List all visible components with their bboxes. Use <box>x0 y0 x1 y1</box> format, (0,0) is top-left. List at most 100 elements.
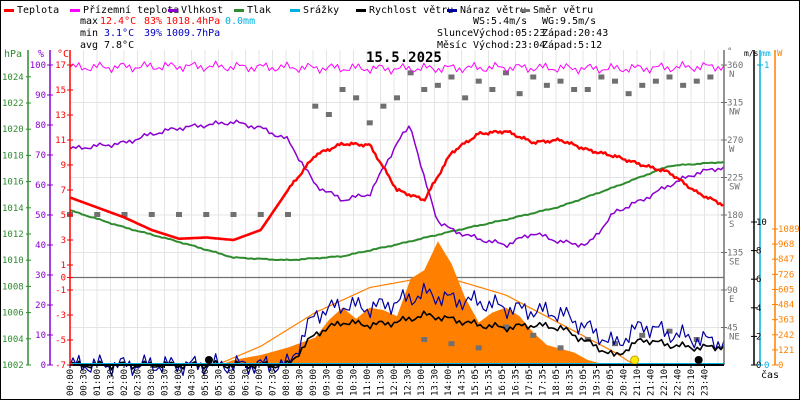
x-tick-label: 15:35 <box>485 369 495 396</box>
ground-temperature-line <box>69 60 725 75</box>
stat-moon-rise: Východ:23:04 <box>473 39 545 51</box>
x-tick-label: 07:00 <box>255 369 265 396</box>
direction-compass-label: NW <box>729 108 740 118</box>
x-tick-label: 02:00 <box>120 369 130 396</box>
wind-direction-mark <box>203 212 210 217</box>
x-tick-label: 14:35 <box>458 369 468 396</box>
stat-sun-rise: Východ:05:23 <box>473 27 545 39</box>
stat-max-label: max <box>80 16 98 27</box>
x-tick-label: 06:30 <box>242 369 252 396</box>
stat-min-temp: 3.1°C <box>104 28 134 39</box>
x-tick-label: 11:00 <box>363 369 373 396</box>
pressure-tick-label: 1020 <box>2 125 24 135</box>
wind-direction-mark <box>285 212 291 217</box>
x-tick-label: 10:30 <box>350 369 360 396</box>
humidity-tick-label: 70 <box>35 151 46 161</box>
legend-swatch <box>447 9 457 12</box>
temperature-tick-label: -1 <box>55 286 66 296</box>
x-tick-label: 00:30 <box>80 369 90 396</box>
direction-compass-label: SE <box>729 258 740 268</box>
rain-tick-label: 0 <box>764 361 769 371</box>
x-tick-label: 08:30 <box>296 369 306 396</box>
pressure-tick-label: 1012 <box>2 230 24 240</box>
stat-sun-label: Slunce <box>437 28 473 39</box>
legend-swatch <box>70 9 80 12</box>
pressure-tick-label: 1018 <box>2 151 24 161</box>
stat-sun-set: Západ:20:43 <box>542 27 608 39</box>
x-axis-label: čas <box>761 369 779 381</box>
temperature-tick-label: 5 <box>61 211 66 221</box>
x-tick-label: 15:05 <box>471 369 481 396</box>
axes: hPa% °C ° m/s mm W102410221020101810161014101… <box>2 47 800 371</box>
rain-unit: mm <box>761 49 771 58</box>
wind-direction-mark <box>148 212 155 217</box>
x-tick-label: 13:30 <box>431 369 441 396</box>
stat-avg-temp: 7.8°C <box>104 40 134 51</box>
x-tick-label: 12:00 <box>390 369 400 396</box>
legend-label: Náraz větru <box>460 4 526 16</box>
temperature-tick-label: 0 <box>61 274 66 284</box>
x-tick-label: 03:00 <box>147 369 157 396</box>
legend-swatch <box>234 9 244 12</box>
legend-label: Teplota <box>17 5 59 16</box>
humidity-tick-label: 10 <box>35 331 46 341</box>
x-tick-label: 20:05 <box>606 369 616 396</box>
direction-tick-label: 270 <box>727 136 743 146</box>
wind-direction-mark <box>448 341 455 347</box>
wind-direction-mark <box>434 82 441 88</box>
x-tick-label: 20:40 <box>620 369 630 396</box>
direction-compass-label: NE <box>729 333 740 343</box>
humidity-tick-label: 100 <box>30 61 46 71</box>
direction-tick-label: 180 <box>727 211 743 221</box>
wind-direction-mark <box>380 103 387 109</box>
wind-direction-mark <box>503 324 509 330</box>
x-tick-label: 01:00 <box>93 369 103 396</box>
wind-tick-label: 2 <box>756 332 761 342</box>
solar-tick-label: 968 <box>778 240 794 250</box>
direction-tick-label: 225 <box>727 174 743 184</box>
legend-label: Rychlost větru <box>369 4 453 16</box>
wind-direction-mark <box>516 91 523 97</box>
pressure-tick-label: 1008 <box>2 282 24 292</box>
temperature-unit: °C <box>57 49 69 60</box>
humidity-tick-label: 20 <box>35 301 46 311</box>
wind-direction-mark <box>94 212 101 217</box>
temperature-tick-label: 1 <box>61 261 66 271</box>
x-tick-label: 13:00 <box>417 369 427 396</box>
wind-direction-mark <box>448 74 455 80</box>
stat-max-temp: 12.4°C <box>100 16 136 27</box>
wind-direction-mark <box>353 95 360 101</box>
solar-tick-label: 121 <box>778 346 794 356</box>
wind-direction-mark <box>693 78 700 84</box>
humidity-tick-label: 30 <box>35 271 46 281</box>
wind-direction-mark <box>503 70 509 76</box>
x-tick-label: 05:30 <box>215 369 225 396</box>
solar-area <box>70 241 724 365</box>
temperature-tick-label: 7 <box>61 186 66 196</box>
wind-direction-mark <box>666 74 673 80</box>
x-tick-label: 16:35 <box>512 369 522 396</box>
direction-compass-label: N <box>729 70 734 80</box>
wind-direction-mark <box>666 328 673 334</box>
pressure-tick-label: 1010 <box>2 256 24 266</box>
solar-tick-label: 726 <box>778 270 794 280</box>
direction-unit: ° <box>727 47 732 57</box>
x-tick-label: 23:10 <box>687 369 697 396</box>
stat-wg: WG:9.5m/s <box>542 16 596 27</box>
x-tick-label: 22:10 <box>660 369 670 396</box>
direction-compass-label: W <box>729 145 735 155</box>
wind-direction-mark <box>421 87 428 92</box>
x-tick-label: 21:10 <box>633 369 643 396</box>
temperature-tick-label: -3 <box>55 311 66 321</box>
legend: Teplota Přízemní teplota Vlhkost Tlak Srážky… <box>4 4 593 16</box>
pressure-unit: hPa <box>4 49 22 60</box>
temperature-tick-label: -5 <box>55 336 66 346</box>
x-tick-label: 17:05 <box>525 369 535 396</box>
wind-direction-mark <box>475 78 482 84</box>
humidity-tick-label: 80 <box>35 121 46 131</box>
legend-label: Směr větru <box>533 4 593 16</box>
wind-direction-mark <box>652 78 659 84</box>
wind-gust-line <box>69 282 725 377</box>
sunset-marker <box>630 355 640 365</box>
humidity-unit: % <box>38 49 44 60</box>
